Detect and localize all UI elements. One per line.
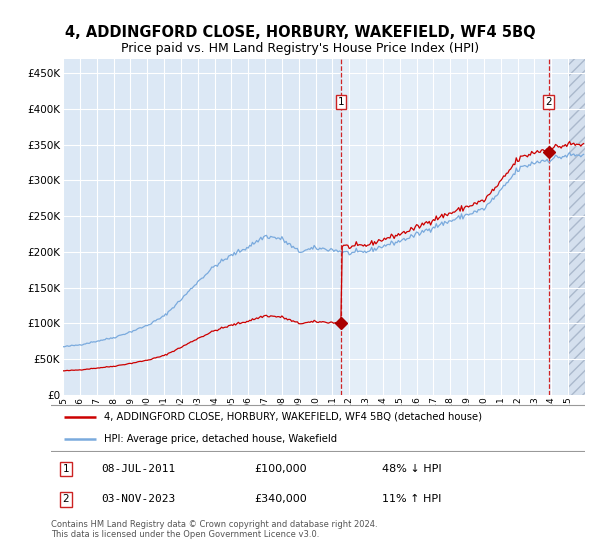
Text: 1: 1 [62,464,69,474]
Bar [341,59,585,395]
Text: Contains HM Land Registry data © Crown copyright and database right 2024.
This d: Contains HM Land Registry data © Crown c… [51,520,377,539]
Text: 2: 2 [545,97,552,107]
Text: £100,000: £100,000 [254,464,307,474]
Text: 4, ADDINGFORD CLOSE, HORBURY, WAKEFIELD, WF4 5BQ: 4, ADDINGFORD CLOSE, HORBURY, WAKEFIELD,… [65,25,535,40]
Bar [568,59,585,395]
Text: 48% ↓ HPI: 48% ↓ HPI [382,464,442,474]
Text: 1: 1 [338,97,344,107]
Text: 2: 2 [62,494,69,505]
Text: 11% ↑ HPI: 11% ↑ HPI [382,494,442,505]
FancyBboxPatch shape [49,405,587,451]
Text: £340,000: £340,000 [254,494,307,505]
Text: HPI: Average price, detached house, Wakefield: HPI: Average price, detached house, Wake… [104,433,338,444]
Bar [568,59,585,395]
Text: 03-NOV-2023: 03-NOV-2023 [102,494,176,505]
Text: Price paid vs. HM Land Registry's House Price Index (HPI): Price paid vs. HM Land Registry's House … [121,42,479,55]
Text: 4, ADDINGFORD CLOSE, HORBURY, WAKEFIELD, WF4 5BQ (detached house): 4, ADDINGFORD CLOSE, HORBURY, WAKEFIELD,… [104,412,482,422]
Text: 08-JUL-2011: 08-JUL-2011 [102,464,176,474]
